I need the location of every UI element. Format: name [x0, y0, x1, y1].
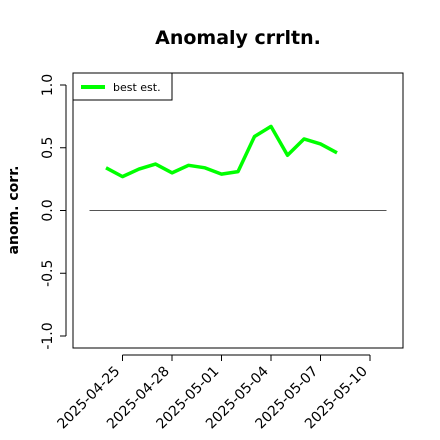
y-tick-label: -1.0 [40, 322, 56, 349]
plot-frame [72, 72, 404, 349]
y-axis-label: anom. corr. [6, 166, 22, 255]
series-layer [105, 124, 338, 179]
legend-label-best-est: best est. [113, 81, 161, 94]
y-tick-label: 1.0 [40, 74, 56, 96]
legend: best est. [72, 72, 173, 101]
y-axis: -1.0 -0.5 0.0 0.5 1.0 [40, 74, 67, 350]
chart-title: Anomaly crrltn. [155, 27, 321, 49]
y-tick-label: 0.0 [40, 199, 56, 221]
x-axis: 2025-04-252025-04-282025-05-012025-05-04… [54, 354, 371, 432]
y-tick-label: -0.5 [40, 260, 56, 287]
series-line-best-est [105, 124, 338, 179]
y-tick-label: 0.5 [40, 137, 56, 159]
